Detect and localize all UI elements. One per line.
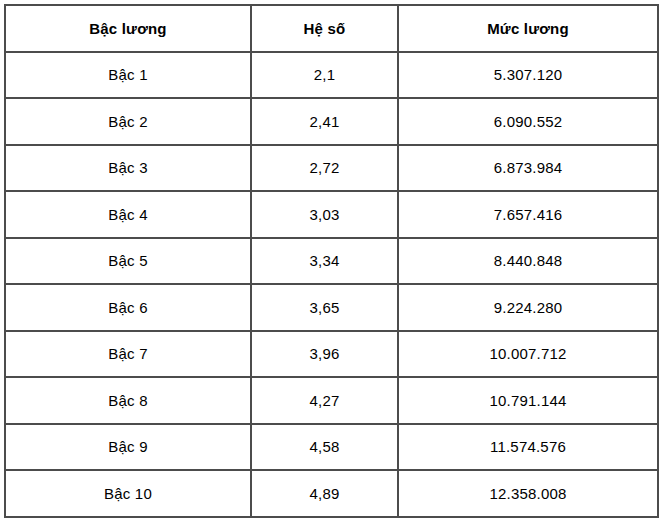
cell-grade: Bậc 5 [5,238,251,285]
cell-coefficient: 3,65 [251,284,398,331]
cell-salary: 7.657.416 [398,191,658,238]
table-row: Bậc 12,15.307.120 [5,52,658,99]
table-row: Bậc 43,037.657.416 [5,191,658,238]
cell-grade: Bậc 8 [5,377,251,424]
col-header-salary: Mức lương [398,5,658,52]
cell-salary: 12.358.008 [398,470,658,517]
table-row: Bậc 104,8912.358.008 [5,470,658,517]
cell-coefficient: 2,41 [251,98,398,145]
cell-coefficient: 3,34 [251,238,398,285]
cell-salary: 10.791.144 [398,377,658,424]
col-header-grade: Bậc lương [5,5,251,52]
cell-coefficient: 2,1 [251,52,398,99]
table-row: Bậc 63,659.224.280 [5,284,658,331]
cell-coefficient: 3,96 [251,331,398,378]
cell-grade: Bậc 1 [5,52,251,99]
table-row: Bậc 94,5811.574.576 [5,424,658,471]
cell-salary: 9.224.280 [398,284,658,331]
cell-grade: Bậc 6 [5,284,251,331]
cell-grade: Bậc 10 [5,470,251,517]
cell-grade: Bậc 7 [5,331,251,378]
salary-table: Bậc lương Hệ số Mức lương Bậc 12,15.307.… [4,4,659,518]
salary-table-container: Bậc lương Hệ số Mức lương Bậc 12,15.307.… [4,4,659,518]
cell-grade: Bậc 9 [5,424,251,471]
cell-coefficient: 4,27 [251,377,398,424]
cell-coefficient: 4,58 [251,424,398,471]
cell-coefficient: 2,72 [251,145,398,192]
cell-salary: 10.007.712 [398,331,658,378]
cell-coefficient: 4,89 [251,470,398,517]
table-row: Bậc 53,348.440.848 [5,238,658,285]
table-row: Bậc 22,416.090.552 [5,98,658,145]
cell-grade: Bậc 2 [5,98,251,145]
table-row: Bậc 73,9610.007.712 [5,331,658,378]
header-row: Bậc lương Hệ số Mức lương [5,5,658,52]
cell-salary: 8.440.848 [398,238,658,285]
col-header-coefficient: Hệ số [251,5,398,52]
cell-grade: Bậc 4 [5,191,251,238]
cell-salary: 11.574.576 [398,424,658,471]
cell-salary: 5.307.120 [398,52,658,99]
cell-salary: 6.090.552 [398,98,658,145]
table-row: Bậc 32,726.873.984 [5,145,658,192]
cell-grade: Bậc 3 [5,145,251,192]
cell-coefficient: 3,03 [251,191,398,238]
cell-salary: 6.873.984 [398,145,658,192]
table-row: Bậc 84,2710.791.144 [5,377,658,424]
